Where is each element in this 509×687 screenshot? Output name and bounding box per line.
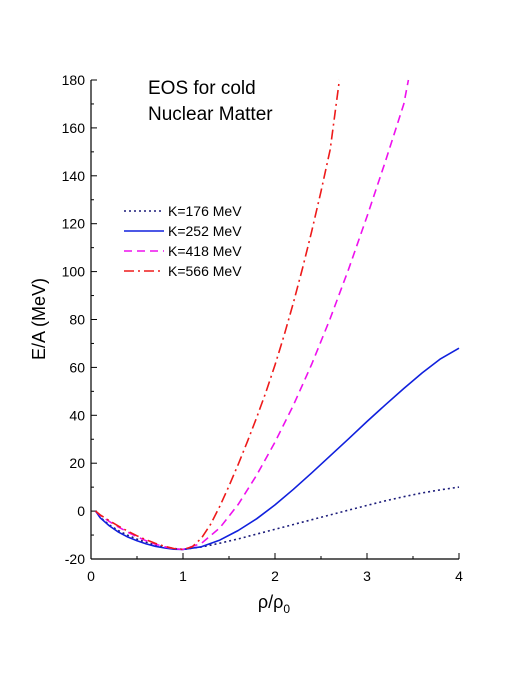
x-tick-label: 1 bbox=[179, 568, 187, 584]
y-tick-label: 180 bbox=[62, 72, 86, 88]
chart-title-line-1: EOS for cold bbox=[148, 78, 256, 99]
legend-label: K=418 MeV bbox=[168, 243, 242, 259]
x-axis-ticks: 0 1 2 3 4 bbox=[87, 553, 463, 584]
y-tick-label: 140 bbox=[62, 168, 86, 184]
series-line-4 bbox=[95, 79, 341, 551]
series-line-1 bbox=[94, 486, 460, 551]
plot-frame bbox=[90, 80, 459, 560]
x-tick-label: 3 bbox=[363, 568, 371, 584]
y-tick-label: 20 bbox=[69, 455, 85, 471]
legend-label: K=566 MeV bbox=[168, 263, 242, 279]
chart-title: EOS for cold Nuclear Matter bbox=[148, 78, 273, 125]
y-axis-ticks: -20 0 20 40 60 80 100 120 140 160 180 bbox=[62, 72, 97, 567]
x-tick-label: 2 bbox=[271, 568, 279, 584]
x-axis-title-main: ρ/ρ bbox=[258, 592, 283, 612]
y-tick-label: 0 bbox=[77, 503, 85, 519]
chart-title-line-2: Nuclear Matter bbox=[148, 104, 273, 125]
x-tick-label: 4 bbox=[455, 568, 463, 584]
legend-label: K=176 MeV bbox=[168, 203, 242, 219]
x-tick-label: 0 bbox=[87, 568, 95, 584]
y-axis-title: E/A (MeV) bbox=[29, 278, 49, 360]
series-line-3 bbox=[95, 79, 410, 551]
legend: K=176 MeV K=252 MeV K=418 MeV K=566 MeV bbox=[124, 203, 242, 279]
y-tick-label: 40 bbox=[69, 407, 85, 423]
y-tick-label: -20 bbox=[65, 551, 85, 567]
series-line-2 bbox=[94, 347, 460, 551]
y-tick-label: 160 bbox=[62, 120, 86, 136]
svg-text:ρ/ρ0: ρ/ρ0 bbox=[258, 592, 290, 616]
y-tick-label: 80 bbox=[69, 312, 85, 328]
y-tick-label: 60 bbox=[69, 359, 85, 375]
y-tick-label: 100 bbox=[62, 264, 86, 280]
y-tick-label: 120 bbox=[62, 216, 86, 232]
x-axis-title: ρ/ρ0 bbox=[258, 592, 290, 616]
legend-label: K=252 MeV bbox=[168, 223, 242, 239]
series-layer bbox=[94, 79, 460, 551]
x-axis-title-subscript: 0 bbox=[283, 602, 290, 616]
